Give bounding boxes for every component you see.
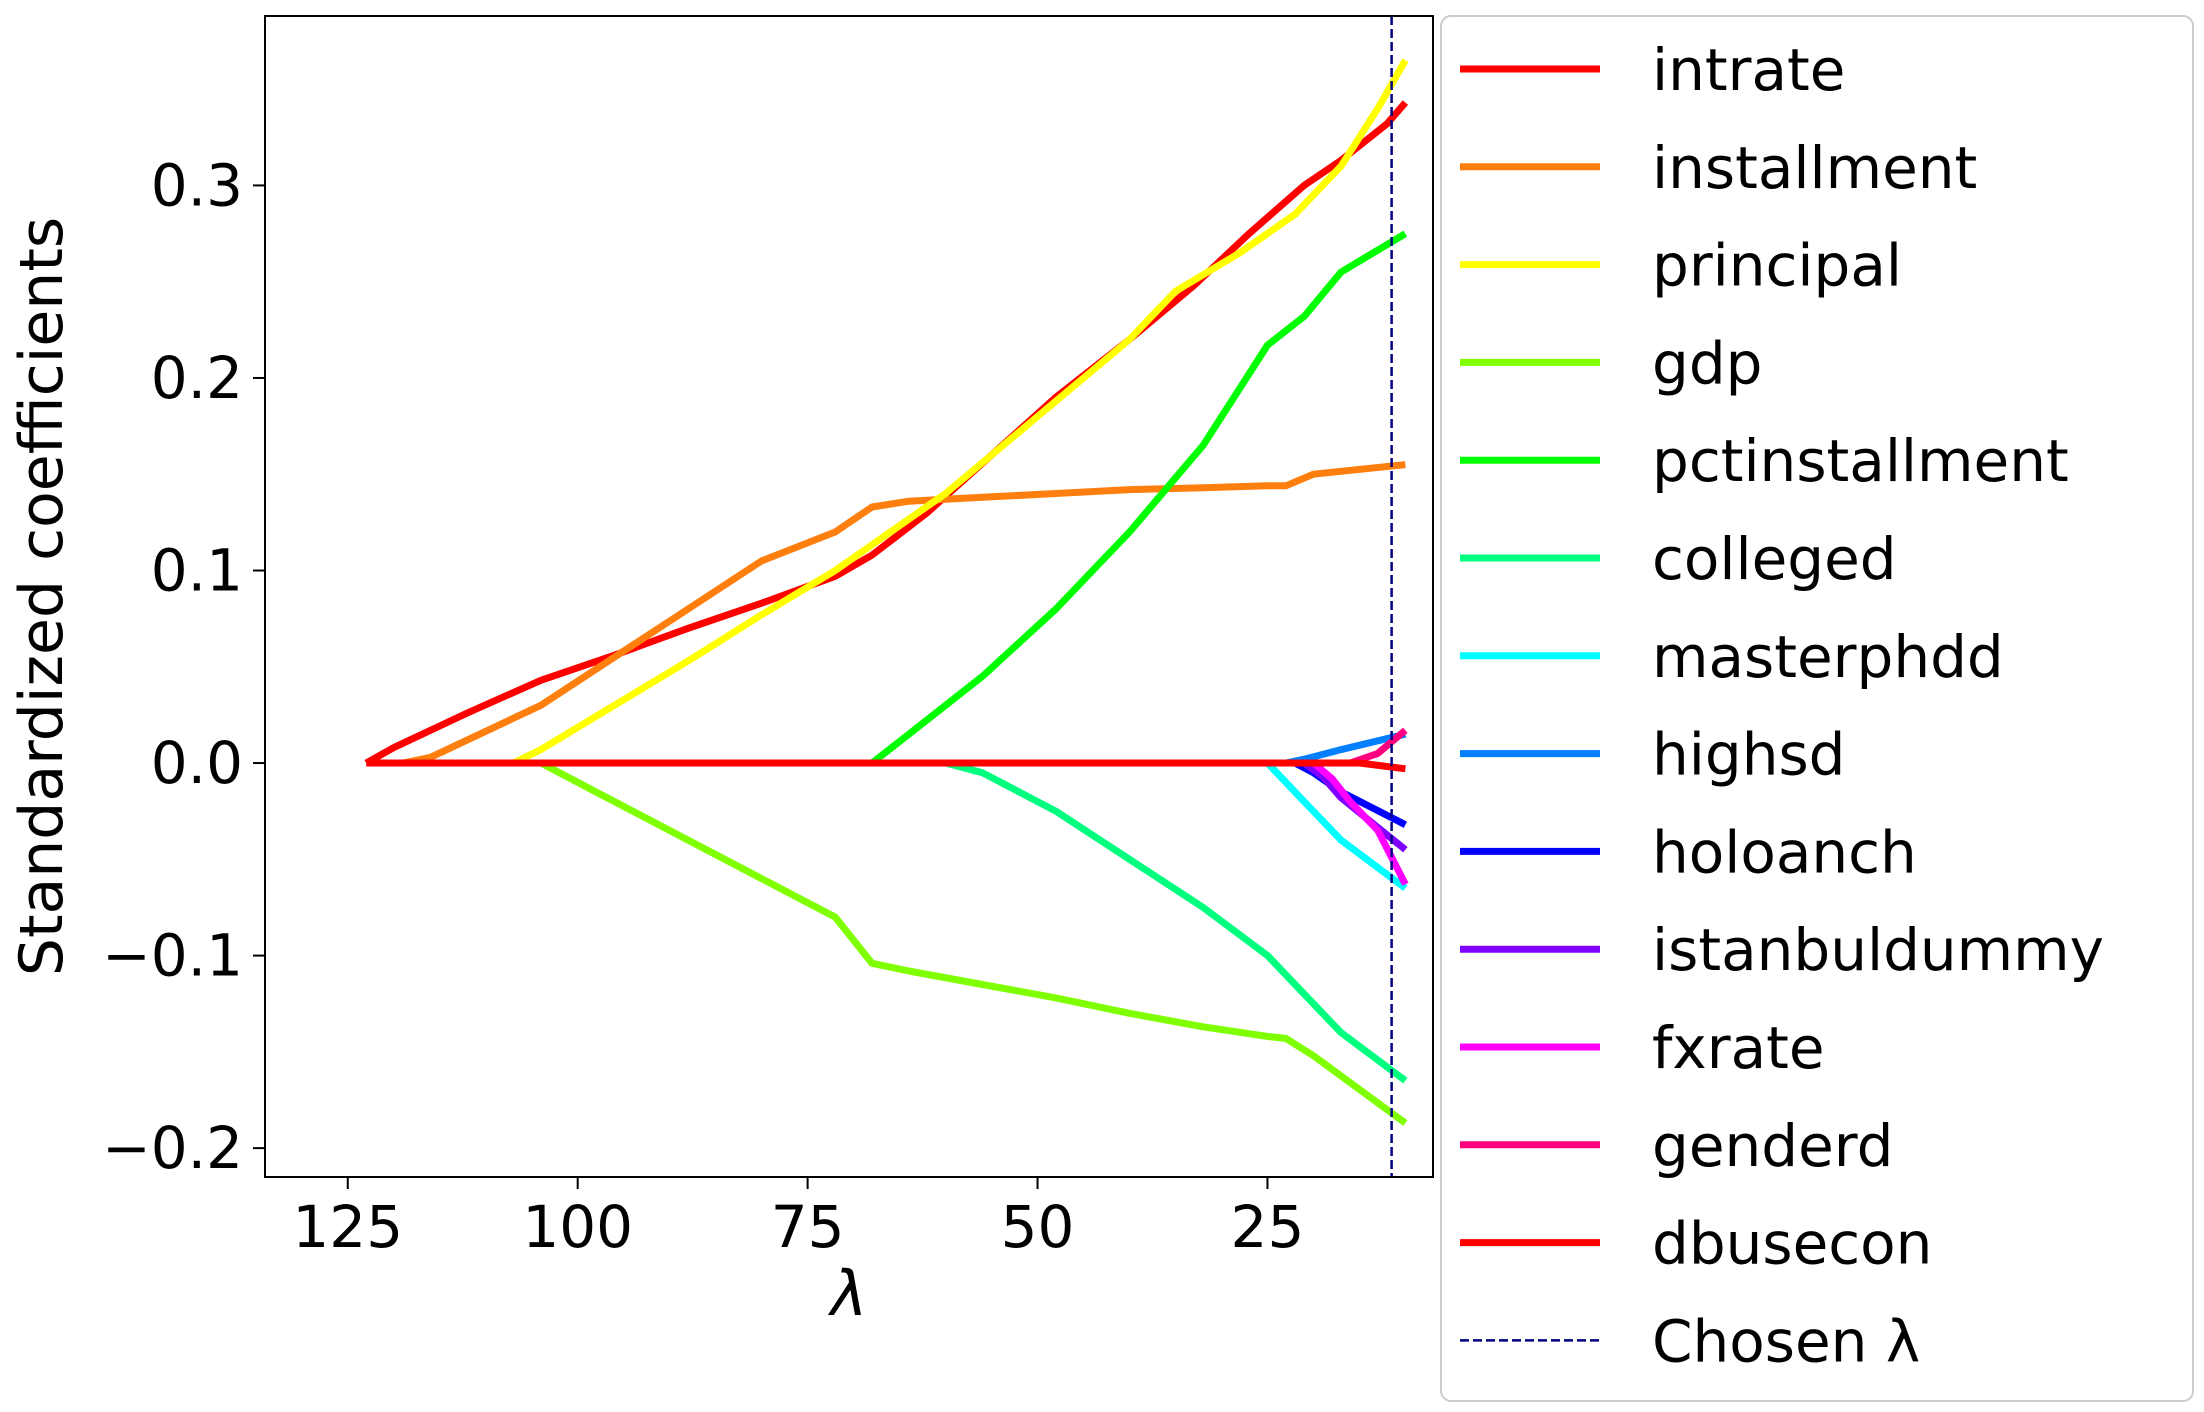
series-line-gdp (539, 759, 1408, 1126)
y-tick-label: −0.1 (102, 922, 243, 990)
legend-label: colleged (1652, 525, 1897, 593)
legend-label: pctinstallment (1652, 427, 2069, 495)
y-tick-label: 0.2 (151, 344, 243, 412)
x-tick-label: 75 (771, 1193, 845, 1261)
y-tick-label: 0.1 (151, 537, 243, 605)
series-line-colleged (944, 759, 1408, 1084)
legend-label: intrate (1652, 36, 1845, 104)
axes-frame (264, 15, 1434, 1178)
legend-label: dbusecon (1652, 1210, 1932, 1278)
legend: intrate installment principal gdp pctinstall… (1440, 15, 2194, 1402)
legend-label: Chosen λ (1652, 1307, 1920, 1375)
y-axis-label: Standardized coefficients (7, 217, 77, 976)
series-line-masterphdd (1264, 760, 1408, 892)
y-tick-label: 0.3 (151, 151, 243, 219)
axes-layer: 125 100 75 50 25 −0.2 −0.1 0.0 0.1 0.2 0.3 (102, 15, 1434, 1261)
y-tick-label: −0.2 (102, 1114, 243, 1182)
series-line-installment (402, 461, 1406, 767)
x-tick-label: 125 (292, 1193, 403, 1261)
legend-label: masterphdd (1652, 623, 2004, 691)
series-line-pctinstallment (869, 230, 1408, 766)
series-layer (364, 16, 1409, 1177)
y-tick-label: 0.0 (151, 729, 243, 797)
series-line-fxrate (1311, 760, 1409, 886)
legend-label: holoanch (1652, 818, 1917, 886)
legend-label: genderd (1652, 1112, 1893, 1180)
series-line-intrate (364, 100, 1409, 767)
legend-label: gdp (1652, 329, 1762, 397)
x-axis-label: λ (828, 1257, 868, 1330)
legend-label: installment (1652, 134, 1977, 202)
legend-label: fxrate (1652, 1014, 1825, 1082)
legend-box (1440, 15, 2194, 1402)
series-line-principal (511, 58, 1409, 767)
legend-label: principal (1652, 232, 1902, 300)
plot-area (265, 16, 1433, 1177)
x-tick-label: 25 (1231, 1193, 1305, 1261)
x-tick-label: 50 (1001, 1193, 1075, 1261)
x-tick-label: 100 (522, 1193, 633, 1261)
series-line-dbusecon (366, 759, 1406, 773)
plot-background (265, 16, 1433, 1177)
legend-label: istanbuldummy (1652, 916, 2104, 984)
legend-label: highsd (1652, 721, 1845, 789)
